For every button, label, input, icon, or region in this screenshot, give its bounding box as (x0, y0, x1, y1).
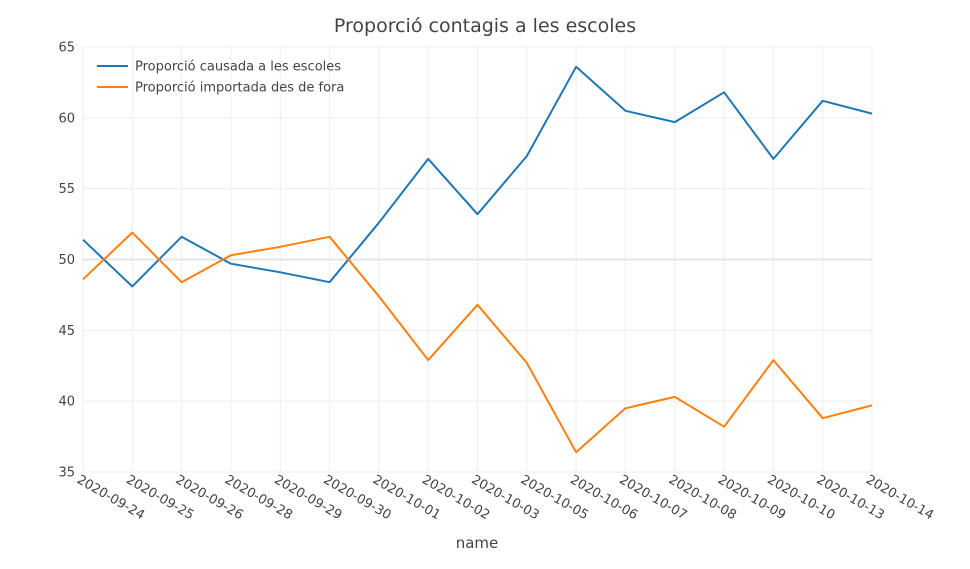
y-tick-label: 40 (58, 395, 75, 410)
y-tick-label: 35 (58, 466, 75, 481)
legend-label: Proporció causada a les escoles (135, 60, 341, 75)
y-tick-label: 60 (58, 111, 75, 126)
y-tick-label: 65 (58, 41, 75, 56)
legend-label: Proporció importada des de fora (135, 81, 344, 96)
x-axis-title: name (456, 534, 499, 552)
series-lines (82, 65, 873, 454)
y-tick-label: 45 (58, 324, 75, 339)
grid-layer (82, 46, 873, 473)
series-line-1 (82, 65, 873, 288)
legend[interactable]: Proporció causada a les escoles Proporció… (97, 60, 344, 96)
chart-title: Proporció contagis a les escoles (334, 15, 636, 37)
y-tick-label: 55 (58, 182, 75, 197)
legend-item-2[interactable]: Proporció importada des de fora (97, 81, 344, 96)
y-axis-ticks: 35 40 45 50 55 60 65 (58, 41, 75, 481)
legend-item-1[interactable]: Proporció causada a les escoles (97, 60, 341, 75)
y-tick-label: 50 (58, 253, 75, 268)
series-line-2 (82, 231, 873, 454)
